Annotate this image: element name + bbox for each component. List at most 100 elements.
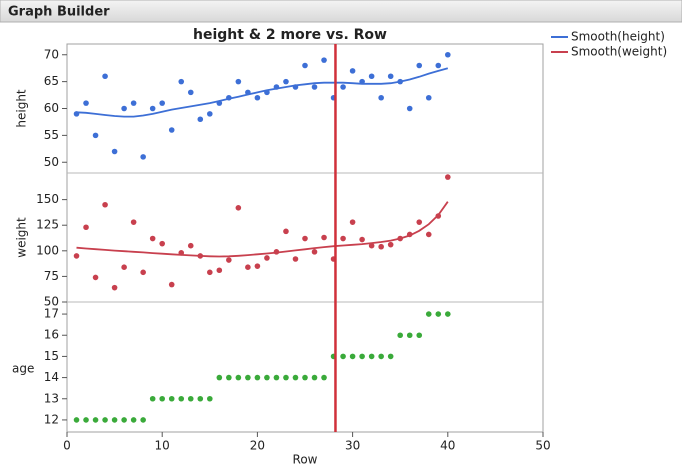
y-tick-label: 16 [44, 328, 59, 342]
point [121, 105, 127, 112]
y-tick-label: 50 [44, 155, 59, 169]
point [406, 105, 413, 112]
point [311, 374, 318, 381]
point [168, 395, 175, 402]
point [425, 231, 432, 238]
point [321, 234, 327, 241]
point [368, 242, 375, 249]
point [378, 243, 384, 250]
x-tick-label: 20 [250, 439, 265, 453]
point [140, 417, 146, 423]
point [349, 68, 356, 74]
point [187, 89, 194, 96]
y-axis-label: height [15, 89, 29, 128]
point [111, 148, 118, 155]
x-axis-label: Row [293, 453, 318, 467]
point [321, 57, 327, 63]
point [425, 94, 432, 101]
point [302, 374, 308, 381]
smooth-line [76, 201, 449, 258]
x-tick-label: 40 [440, 439, 455, 453]
point [302, 62, 308, 69]
y-tick-label: 13 [44, 391, 59, 405]
point [397, 332, 404, 339]
point [235, 205, 242, 211]
point [130, 100, 137, 106]
point [92, 274, 99, 281]
point [445, 311, 451, 317]
point [73, 253, 80, 259]
point [92, 132, 99, 139]
point [149, 235, 156, 242]
point [435, 62, 442, 69]
point [387, 241, 394, 248]
point [121, 417, 127, 423]
point [140, 269, 146, 276]
point [368, 73, 375, 80]
x-tick-label: 10 [155, 439, 170, 453]
point [197, 116, 204, 123]
point [416, 219, 423, 225]
point [159, 395, 165, 402]
point [359, 236, 365, 243]
point [254, 263, 261, 269]
point [273, 374, 280, 381]
point [102, 417, 108, 423]
point [387, 73, 394, 80]
point [245, 374, 251, 381]
point [387, 353, 394, 360]
point [102, 73, 108, 80]
point [226, 374, 232, 381]
point [416, 332, 423, 339]
point [149, 395, 156, 402]
point [187, 395, 194, 402]
point [168, 127, 175, 133]
header-bar [0, 0, 682, 23]
point [378, 94, 384, 101]
point [130, 417, 137, 423]
point [445, 51, 451, 58]
point [283, 228, 289, 235]
point [111, 417, 118, 423]
point [207, 269, 213, 276]
point [445, 174, 451, 180]
y-axis-label: age [12, 362, 34, 376]
y-tick-label: 60 [44, 101, 59, 115]
smooth-line [76, 67, 449, 118]
point [140, 154, 146, 160]
point [83, 417, 89, 423]
point [178, 395, 185, 402]
point [283, 78, 289, 85]
y-tick-label: 12 [44, 412, 59, 426]
point [340, 235, 346, 242]
point [121, 264, 127, 270]
y-axis-label: weight [15, 217, 29, 258]
y-tick-label: 17 [44, 307, 59, 321]
point [159, 100, 165, 106]
point [226, 257, 232, 263]
point [321, 374, 327, 381]
point [349, 219, 356, 225]
point [159, 240, 165, 247]
point [264, 255, 270, 261]
point [207, 111, 213, 117]
point [340, 353, 346, 360]
point [406, 332, 413, 339]
y-tick-label: 150 [36, 192, 59, 206]
point [302, 235, 308, 242]
point [197, 395, 204, 402]
x-tick-label: 50 [535, 439, 550, 453]
point [292, 256, 299, 262]
point [73, 417, 80, 423]
y-tick-label: 70 [44, 47, 59, 61]
x-tick-label: 0 [63, 439, 71, 453]
point [425, 311, 432, 317]
point [216, 267, 223, 274]
y-tick-label: 65 [44, 74, 59, 88]
point [83, 100, 89, 106]
point [283, 374, 289, 381]
y-tick-label: 125 [36, 218, 59, 232]
point [92, 417, 99, 423]
x-tick-label: 30 [345, 439, 360, 453]
point [149, 105, 156, 112]
